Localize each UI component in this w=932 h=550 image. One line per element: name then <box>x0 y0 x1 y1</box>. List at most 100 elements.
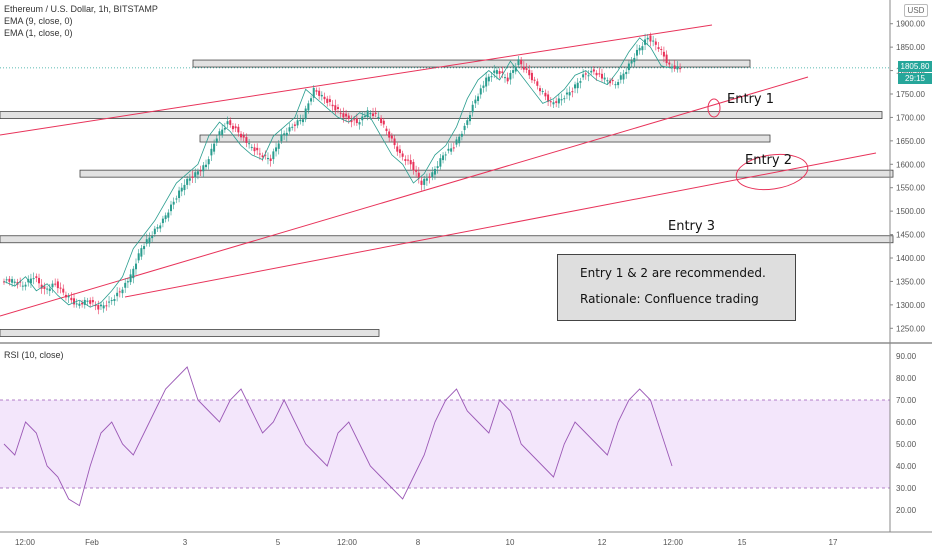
trendlines <box>0 24 877 317</box>
x-tick-label: 10 <box>506 538 515 547</box>
candle-body <box>124 282 127 288</box>
candle-body <box>134 263 137 270</box>
candle-body <box>657 47 660 50</box>
candle-body <box>48 288 51 291</box>
candle-body <box>358 122 361 125</box>
candle-body <box>285 132 288 136</box>
entry-3-label: Entry 3 <box>668 219 715 234</box>
price-tick-label: 1650.00 <box>896 137 925 146</box>
candle-body <box>32 278 35 280</box>
candle-body <box>116 292 119 297</box>
candle-body <box>428 176 431 178</box>
x-tick-label: 15 <box>738 538 747 547</box>
candle-body <box>175 198 178 200</box>
rsi-series-line <box>3 366 673 507</box>
candle-body <box>574 84 577 89</box>
last-price-badge: 1805.80 <box>898 61 932 72</box>
candle-body <box>73 298 76 305</box>
candle-body <box>522 66 525 70</box>
candle-body <box>275 147 278 152</box>
candle-body <box>231 125 234 130</box>
candle-body <box>444 154 447 156</box>
price-tick-label: 1250.00 <box>896 324 925 333</box>
candle-body <box>398 149 401 154</box>
candle-body <box>51 283 54 288</box>
candle-body <box>560 99 563 101</box>
candle-body <box>29 278 32 284</box>
candle-body <box>490 76 493 78</box>
ema-line <box>3 37 673 308</box>
rsi-tick-label: 80.00 <box>896 374 917 383</box>
candle-body <box>463 125 466 131</box>
candle-body <box>304 108 307 120</box>
rsi-tick-label: 30.00 <box>896 484 917 493</box>
rsi-line <box>3 366 673 507</box>
candle-body <box>46 288 49 290</box>
rsi-tick-label: 60.00 <box>896 418 917 427</box>
candle-body <box>237 126 240 133</box>
price-tick-label: 1500.00 <box>896 207 925 216</box>
price-tick-label: 1300.00 <box>896 301 925 310</box>
candle-body <box>353 119 356 121</box>
candle-body <box>43 286 46 289</box>
candle-body <box>544 92 547 97</box>
candle-body <box>452 147 455 149</box>
candle-body <box>552 102 555 105</box>
candle-body <box>40 284 43 289</box>
candle-body <box>277 143 280 149</box>
candle-body <box>350 120 353 123</box>
candle-body <box>539 88 542 92</box>
rsi-tick-label: 40.00 <box>896 462 917 471</box>
support-resistance-zone <box>79 169 894 178</box>
price-tick-label: 1900.00 <box>896 20 925 29</box>
candle-body <box>361 116 364 121</box>
candle-body <box>447 148 450 151</box>
candle-body <box>13 281 16 283</box>
candle-body <box>202 165 205 172</box>
candle-body <box>582 74 585 78</box>
candle-body <box>296 120 299 126</box>
support-resistance-zone <box>0 111 883 119</box>
currency-button[interactable]: USD <box>904 4 928 17</box>
candle-body <box>536 81 539 86</box>
candle-body <box>372 113 375 117</box>
x-tick-label: 17 <box>829 538 838 547</box>
candle-body <box>388 131 391 138</box>
candle-body <box>504 77 506 79</box>
candle-body <box>153 228 156 235</box>
candle-body <box>186 178 189 185</box>
candle-body <box>619 75 622 80</box>
candle-body <box>355 118 358 124</box>
candle-body <box>151 235 154 239</box>
candle-body <box>78 303 81 306</box>
candle-body <box>498 71 501 74</box>
candle-body <box>137 253 140 261</box>
rsi-label: RSI (10, close) <box>4 350 64 360</box>
candle-body <box>178 190 181 199</box>
candle-body <box>91 300 94 303</box>
candle-body <box>326 98 329 103</box>
entry-1-circle <box>707 98 721 118</box>
entry-2-label: Entry 2 <box>745 153 792 168</box>
candle-body <box>35 276 38 278</box>
candle-body <box>662 51 665 57</box>
candle-body <box>280 134 283 142</box>
candle-body <box>191 176 194 178</box>
candle-body <box>258 153 261 155</box>
candle-body <box>600 73 603 79</box>
note-line-1: Entry 1 & 2 are recommended. <box>580 266 766 280</box>
candle-body <box>587 75 590 77</box>
candle-body <box>293 124 296 126</box>
candle-body <box>339 112 342 114</box>
candle-body <box>420 180 423 185</box>
candle-body <box>205 164 208 168</box>
candle-body <box>291 126 294 128</box>
candle-body <box>460 133 463 137</box>
entry-circles <box>707 98 809 191</box>
candle-body <box>380 117 383 124</box>
chart-title: Ethereum / U.S. Dollar, 1h, BITSTAMP <box>4 4 158 14</box>
candle-body <box>240 133 243 138</box>
candle-body <box>242 135 245 138</box>
candle-body <box>196 171 199 175</box>
candle-body <box>234 126 237 129</box>
